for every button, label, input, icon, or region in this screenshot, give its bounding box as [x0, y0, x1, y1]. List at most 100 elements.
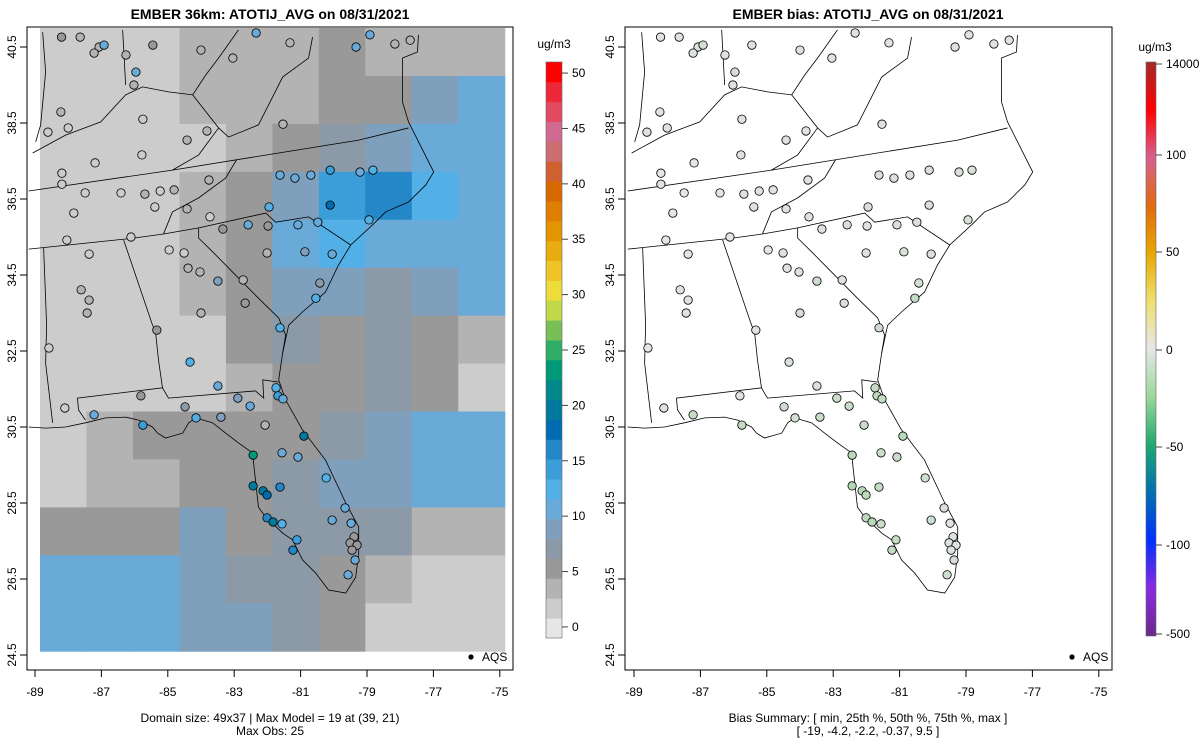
bias-point	[924, 200, 934, 210]
colorbar-bin	[546, 618, 562, 639]
field-cell	[225, 28, 273, 77]
field-cell	[225, 75, 273, 125]
bias-point	[954, 167, 964, 177]
colorbar-tick-label: 100	[1166, 148, 1186, 162]
field-cell	[39, 171, 87, 221]
observation-point	[180, 402, 190, 412]
bias-point	[859, 420, 869, 430]
y-tick-label: 32.5	[5, 339, 19, 363]
observation-point	[179, 248, 189, 258]
observation-point	[131, 67, 141, 77]
colorbar-bin	[546, 201, 562, 222]
colorbar-tick-label: 10	[572, 509, 586, 523]
observation-point	[233, 393, 243, 403]
y-tick-label: 26.5	[5, 567, 19, 591]
observation-point	[327, 249, 337, 259]
field-cell	[272, 603, 320, 652]
colorbar-bin	[546, 459, 562, 480]
bias-point	[989, 39, 999, 49]
observation-point	[248, 481, 258, 491]
bias-point	[950, 42, 960, 52]
bias-point	[688, 410, 698, 420]
observation-point	[275, 323, 285, 333]
bias-point	[861, 490, 871, 500]
colorbar-bin	[546, 578, 562, 599]
footer-max-obs: Max Obs: 25	[236, 724, 304, 738]
field-cell	[39, 411, 87, 460]
field-cell	[318, 123, 366, 173]
field-cell	[179, 267, 227, 317]
field-cell	[365, 555, 413, 604]
observation-point	[268, 517, 278, 527]
bias-point	[870, 383, 880, 393]
colorbar-tick-label: 50	[572, 66, 586, 80]
observation-point	[263, 221, 273, 231]
x-tick-label: -77	[425, 685, 443, 699]
bias-point	[812, 276, 822, 286]
bias-point	[874, 170, 884, 180]
colorbar-tick-label: 45	[572, 121, 586, 135]
footer-bias-values: [ -19, -4.2, -2.2, -0.37, 9.5 ]	[797, 724, 940, 738]
x-tick-label: -83	[226, 685, 244, 699]
bias-point	[779, 402, 789, 412]
footer-domain: Domain size: 49x37 | Max Model = 19 at (…	[141, 711, 400, 725]
field-cell	[272, 315, 320, 365]
bias-point	[736, 150, 746, 160]
observation-point	[205, 212, 215, 222]
bias-point	[891, 535, 901, 545]
field-cell	[132, 219, 180, 269]
bias-point	[924, 165, 934, 175]
colorbar-bin	[546, 558, 562, 579]
bias-point	[675, 285, 685, 295]
observation-point	[271, 383, 281, 393]
bias-point	[720, 50, 730, 60]
colorbar-bin	[546, 280, 562, 301]
observation-point	[196, 308, 206, 318]
field-cell	[318, 459, 366, 508]
bias-point	[863, 202, 873, 212]
field-cell	[225, 603, 273, 652]
bias-point	[967, 165, 977, 175]
y-tick-label: 38.5	[5, 111, 19, 135]
bias-point	[747, 40, 757, 50]
field-cell	[318, 267, 366, 317]
observation-point	[129, 80, 139, 90]
observation-point	[213, 381, 223, 391]
observation-point	[216, 412, 226, 422]
bias-point	[905, 170, 915, 180]
bias-point	[899, 247, 909, 257]
bias-point	[679, 188, 689, 198]
bias-point	[877, 394, 887, 404]
plot-frame	[624, 26, 1113, 671]
state-boundary	[642, 248, 652, 423]
observation-point	[306, 170, 316, 180]
colorbar-tick-label: 5	[572, 565, 579, 579]
observation-point	[278, 394, 288, 404]
field-cell	[132, 603, 180, 652]
observation-point	[277, 448, 287, 458]
state-boundary	[631, 29, 838, 154]
observation-point	[76, 285, 86, 295]
colorbar-tick-label: 50	[1166, 245, 1180, 259]
bias-point	[781, 135, 791, 145]
field-cell	[411, 507, 459, 556]
observation-point	[364, 215, 374, 225]
legend-label: AQS	[1083, 650, 1108, 664]
state-boundary	[634, 32, 646, 143]
state-boundary	[722, 239, 762, 388]
state-boundary	[43, 248, 53, 423]
bias-point	[689, 158, 699, 168]
y-tick-label: 28.5	[603, 491, 617, 515]
observation-point	[355, 167, 365, 177]
x-tick-label: -79	[358, 685, 376, 699]
observation-point	[80, 188, 90, 198]
bias-point	[751, 325, 761, 335]
field-cell	[179, 555, 227, 604]
state-boundary	[218, 37, 313, 138]
bias-point	[763, 245, 773, 255]
x-tick-label: -75	[1090, 685, 1108, 699]
field-cell	[225, 171, 273, 221]
colorbar: 14000 100 50 0 -50 -100 -500	[1145, 57, 1200, 641]
colorbar-bin	[546, 161, 562, 182]
colorbar-bin	[546, 81, 562, 103]
